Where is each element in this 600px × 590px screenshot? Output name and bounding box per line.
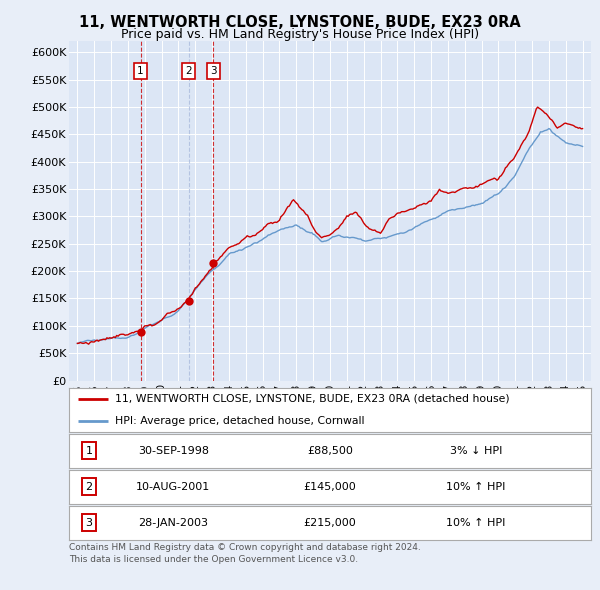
Text: 2: 2: [85, 482, 92, 491]
Text: Contains HM Land Registry data © Crown copyright and database right 2024.
This d: Contains HM Land Registry data © Crown c…: [69, 543, 421, 564]
Text: 11, WENTWORTH CLOSE, LYNSTONE, BUDE, EX23 0RA: 11, WENTWORTH CLOSE, LYNSTONE, BUDE, EX2…: [79, 15, 521, 30]
Text: 10-AUG-2001: 10-AUG-2001: [136, 482, 211, 491]
Text: Price paid vs. HM Land Registry's House Price Index (HPI): Price paid vs. HM Land Registry's House …: [121, 28, 479, 41]
Text: 11, WENTWORTH CLOSE, LYNSTONE, BUDE, EX23 0RA (detached house): 11, WENTWORTH CLOSE, LYNSTONE, BUDE, EX2…: [115, 394, 509, 404]
Text: £88,500: £88,500: [307, 446, 353, 455]
Text: 1: 1: [137, 67, 144, 76]
Text: 3% ↓ HPI: 3% ↓ HPI: [450, 446, 502, 455]
Text: 10% ↑ HPI: 10% ↑ HPI: [446, 518, 506, 527]
Text: 30-SEP-1998: 30-SEP-1998: [138, 446, 209, 455]
Text: 1: 1: [85, 446, 92, 455]
Text: 3: 3: [210, 67, 217, 76]
Text: HPI: Average price, detached house, Cornwall: HPI: Average price, detached house, Corn…: [115, 416, 364, 426]
Text: 28-JAN-2003: 28-JAN-2003: [139, 518, 208, 527]
Text: 10% ↑ HPI: 10% ↑ HPI: [446, 482, 506, 491]
Text: £215,000: £215,000: [304, 518, 356, 527]
Text: 3: 3: [85, 518, 92, 527]
Text: 2: 2: [185, 67, 192, 76]
Text: £145,000: £145,000: [304, 482, 356, 491]
